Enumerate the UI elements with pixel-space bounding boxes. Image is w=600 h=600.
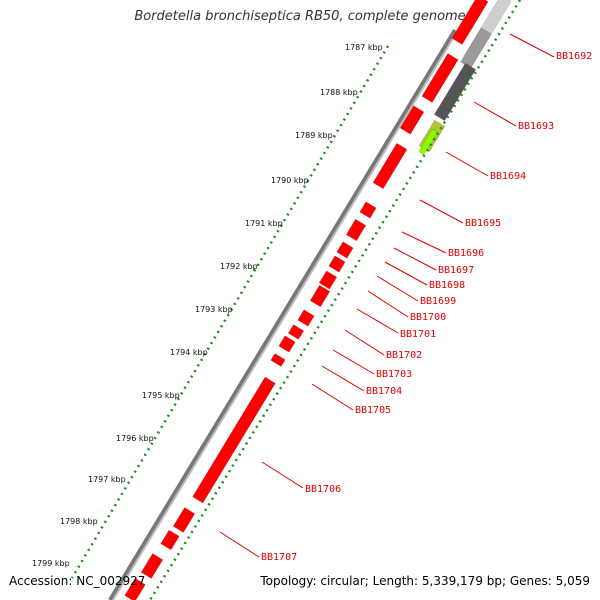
kbp-label-1794: 1794 kbp xyxy=(170,348,208,357)
gene-label-bb1692: BB1692 xyxy=(556,51,592,62)
leader-line-2 xyxy=(474,102,516,126)
gene-red-12 xyxy=(288,325,303,340)
gene-label-bb1704: BB1704 xyxy=(366,386,402,397)
gene-label-bb1702: BB1702 xyxy=(386,350,422,361)
gene-label-bb1696: BB1696 xyxy=(448,248,484,259)
leader-line-8 xyxy=(377,276,418,301)
kbp-label-1797: 1797 kbp xyxy=(88,475,126,484)
leader-line-3 xyxy=(446,152,488,176)
leader-line-7 xyxy=(385,262,427,285)
topology-text: Topology: circular; Length: 5,339,179 bp… xyxy=(260,574,590,588)
kbp-label-1799: 1799 kbp xyxy=(32,559,70,568)
leader-line-10 xyxy=(357,309,398,333)
gene-red-5 xyxy=(360,202,376,218)
kbp-label-1796: 1796 kbp xyxy=(116,434,154,443)
gene-label-bb1701: BB1701 xyxy=(400,329,436,340)
leader-line-15 xyxy=(262,462,303,488)
leader-lines xyxy=(220,34,554,557)
gene-label-bb1700: BB1700 xyxy=(410,312,446,323)
gene-label-bb1693: BB1693 xyxy=(518,121,554,132)
gene-label-bb1706: BB1706 xyxy=(305,484,341,495)
kbp-label-1789: 1789 kbp xyxy=(295,131,333,140)
gene-red-13 xyxy=(279,336,295,352)
kbp-label-1798: 1798 kbp xyxy=(60,517,98,526)
leader-line-5 xyxy=(402,232,446,253)
kbp-label-1787: 1787 kbp xyxy=(345,43,383,52)
gene-red-7 xyxy=(337,242,353,258)
kbp-label-1790: 1790 kbp xyxy=(271,176,309,185)
gene-label-bb1703: BB1703 xyxy=(376,369,412,380)
gene-label-bb1694: BB1694 xyxy=(490,171,526,182)
gene-label-bb1699: BB1699 xyxy=(420,296,456,307)
gene-label-bb1705: BB1705 xyxy=(355,405,391,416)
backbone-outer xyxy=(110,30,455,600)
gene-red-14 xyxy=(271,354,285,367)
gene-label-bb1698: BB1698 xyxy=(429,280,465,291)
kbp-label-1788: 1788 kbp xyxy=(320,88,358,97)
kbp-label-1792: 1792 kbp xyxy=(220,262,258,271)
leader-line-9 xyxy=(368,291,408,317)
leader-line-12 xyxy=(333,350,374,374)
leader-line-14 xyxy=(312,384,353,410)
gene-red-10 xyxy=(310,285,330,307)
leader-line-1 xyxy=(510,34,554,57)
leader-line-13 xyxy=(322,366,364,391)
kbp-label-1793: 1793 kbp xyxy=(195,305,233,314)
leader-line-4 xyxy=(420,200,463,223)
gene-label-bb1695: BB1695 xyxy=(465,218,501,229)
leader-line-11 xyxy=(345,330,384,355)
genome-map: 1787 kbp 1788 kbp 1789 kbp 1790 kbp 1791… xyxy=(0,0,600,600)
gene-red-4 xyxy=(373,143,407,189)
leader-line-6 xyxy=(394,248,436,270)
map-title: Bordetella bronchiseptica RB50, complete… xyxy=(0,9,600,24)
gene-red-6 xyxy=(346,219,366,241)
gene-label-bb1697: BB1697 xyxy=(438,265,474,276)
kbp-label-1791: 1791 kbp xyxy=(245,219,283,228)
accession-text: Accession: NC_002927 xyxy=(9,574,145,588)
leader-line-16 xyxy=(220,532,259,557)
gene-label-bb1707: BB1707 xyxy=(261,552,297,563)
gene-red-8 xyxy=(329,256,345,272)
gene-red-11 xyxy=(298,310,314,326)
gene-red-16 xyxy=(173,508,195,533)
backbone-outer-shadow xyxy=(113,30,458,600)
kbp-label-1795: 1795 kbp xyxy=(142,391,180,400)
gene-red-17 xyxy=(161,530,180,550)
